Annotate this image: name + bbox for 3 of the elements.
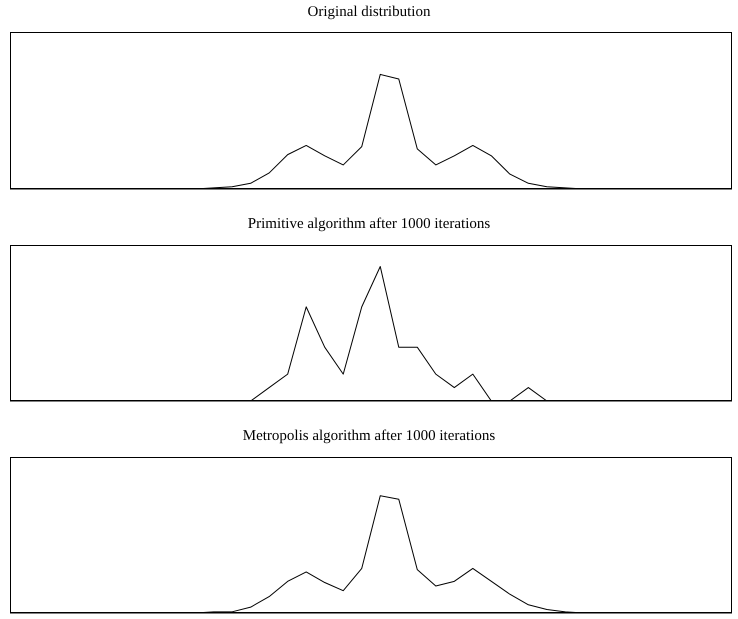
- chart-title: Original distribution: [306, 4, 432, 21]
- chart-title: Metropolis algorithm after 1000 iterations: [242, 428, 496, 445]
- chart-title: Primitive algorithm after 1000 iterations: [246, 216, 492, 233]
